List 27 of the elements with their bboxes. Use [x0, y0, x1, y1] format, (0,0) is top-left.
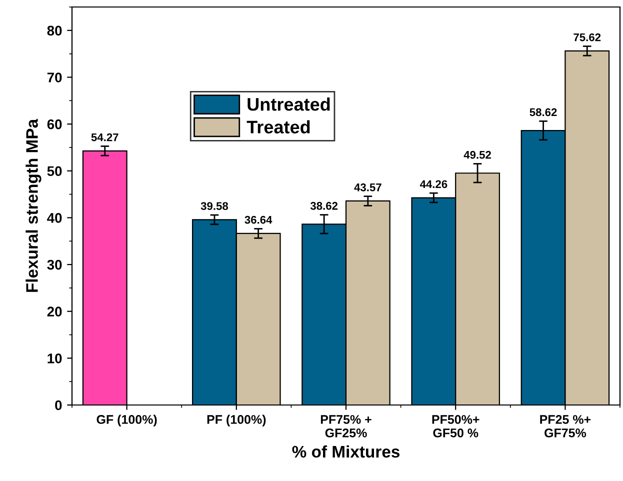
y-tick-label: 40 [47, 213, 62, 223]
y-axis-title: Flexural strength MPa [26, 118, 42, 292]
x-tick-label: PF75% + GF25% [320, 415, 372, 438]
x-axis-title: % of Mixtures [292, 445, 400, 458]
y-tick-label: 70 [47, 72, 62, 82]
data-label: 39.58 [200, 202, 228, 210]
data-label: 38.62 [310, 202, 338, 210]
data-label: 58.62 [530, 108, 557, 116]
y-tick-label: 60 [47, 119, 62, 130]
data-label: 44.26 [420, 180, 448, 188]
data-label: 36.64 [244, 216, 272, 224]
x-tick-label: PF50%+ GF50 % [432, 415, 480, 438]
data-label: 43.57 [354, 183, 382, 192]
y-tick-label: 20 [47, 306, 62, 317]
legend-label: Untreated [248, 98, 330, 111]
y-tick-label: 30 [47, 260, 62, 270]
y-tick-label: 80 [47, 26, 62, 36]
x-tick-label: PF25 %+ GF75% [540, 415, 591, 438]
data-label: 75.62 [574, 33, 601, 42]
y-tick-label: 0 [55, 400, 62, 410]
x-tick-label: PF (100%) [207, 414, 266, 426]
data-label: 49.52 [464, 150, 491, 159]
legend-label: Treated [246, 120, 310, 134]
data-label: 54.27 [91, 133, 118, 142]
y-tick-label: 10 [48, 354, 62, 364]
x-tick-label: GF (100%) [96, 414, 157, 426]
y-tick-label: 50 [47, 166, 62, 176]
